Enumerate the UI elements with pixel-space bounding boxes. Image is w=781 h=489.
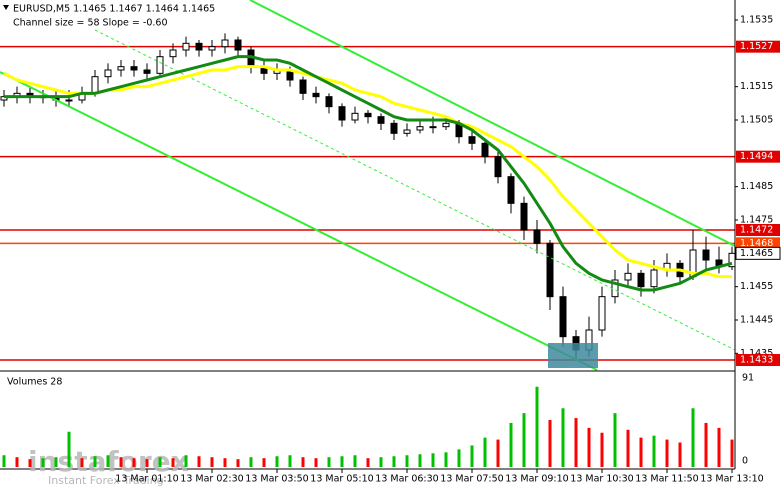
y-tick-label: 1.1535 <box>740 15 773 26</box>
candle-body <box>104 69 112 78</box>
candle-body <box>403 129 411 134</box>
channel-middle <box>94 29 736 351</box>
y-tick-label: 1.1505 <box>740 115 773 126</box>
level-label: 1.1468 <box>740 238 773 249</box>
candle-body <box>481 142 489 158</box>
candle-body <box>650 269 658 288</box>
candle-body <box>468 136 476 144</box>
y-tick-label: 0 <box>742 456 748 467</box>
candle-body <box>507 176 515 204</box>
highlight-box <box>548 343 598 368</box>
candle-body <box>351 112 359 121</box>
candle-body <box>221 39 229 48</box>
y-tick-label: 91 <box>742 372 754 383</box>
candle-body <box>416 126 424 131</box>
candle-body <box>364 112 372 118</box>
channel-lower <box>0 71 598 371</box>
level-label-bg <box>736 354 780 366</box>
candle-body <box>182 42 190 51</box>
level-label-bg <box>736 150 780 163</box>
level-label: 1.1527 <box>740 41 773 52</box>
candle-body <box>65 99 73 102</box>
candle-body <box>156 56 164 74</box>
y-tick-label: 1.1455 <box>740 281 773 292</box>
candle-body <box>624 272 632 281</box>
x-tick-label: 13 Mar 11:50 <box>635 474 698 485</box>
y-tick-label: 1.1435 <box>740 348 773 359</box>
candle-body <box>390 122 398 134</box>
x-tick-label: 13 Mar 01:10 <box>115 474 178 485</box>
level-label-bg <box>736 40 780 53</box>
candle-body <box>195 42 203 51</box>
watermark-sub: Instant Forex Trading <box>48 474 164 487</box>
x-tick-label: 13 Mar 03:50 <box>245 474 308 485</box>
x-tick-label: 13 Mar 13:10 <box>700 474 763 485</box>
candle-body <box>325 96 333 108</box>
candle-body <box>377 116 385 124</box>
candle-body <box>637 272 645 288</box>
candle-body <box>533 229 541 244</box>
candle-body <box>559 296 567 338</box>
candle-body <box>338 106 346 121</box>
x-tick-label: 13 Mar 10:30 <box>570 474 633 485</box>
level-label-bg <box>736 224 780 236</box>
last-price: 1.1465 <box>740 248 773 259</box>
level-label: 1.1472 <box>740 225 773 236</box>
level-label-bg <box>736 237 780 250</box>
moving-average <box>3 65 732 279</box>
x-tick-label: 13 Mar 05:10 <box>310 474 373 485</box>
candle-body <box>494 156 502 178</box>
x-tick-label: 13 Mar 09:10 <box>505 474 568 485</box>
level-label: 1.1494 <box>740 151 773 162</box>
candle-body <box>598 296 606 331</box>
channel-upper <box>249 0 736 247</box>
candle-body <box>429 126 437 129</box>
candle-body <box>442 122 450 128</box>
menu-arrow <box>3 5 9 10</box>
x-tick-label: 13 Mar 02:30 <box>180 474 243 485</box>
candle-body <box>312 92 320 98</box>
x-tick-label: 13 Mar 06:30 <box>375 474 438 485</box>
level-label: 1.1433 <box>740 355 773 366</box>
y-tick-label: 1.1475 <box>740 215 773 226</box>
y-tick-label: 1.1515 <box>740 81 773 92</box>
chart-subtitle: Channel size = 58 Slope = -0.60 <box>13 18 168 29</box>
y-tick-label: 1.1445 <box>740 315 773 326</box>
candle-body <box>520 202 528 231</box>
overlay <box>3 55 733 292</box>
candle-body <box>91 76 99 94</box>
volume-title: Volumes 28 <box>7 377 62 388</box>
candle-body <box>117 66 125 71</box>
chart-title: EURUSD,M5 1.1465 1.1467 1.1464 1.1465 <box>13 4 215 15</box>
moving-average <box>4 55 733 292</box>
candle-body <box>234 39 242 51</box>
candle-body <box>702 249 710 261</box>
candle-body <box>546 242 554 298</box>
x-tick-label: 13 Mar 07:50 <box>440 474 503 485</box>
candle-body <box>169 49 177 58</box>
candle-body <box>299 79 307 94</box>
last-price-bg <box>735 246 781 260</box>
candle-body <box>208 46 216 51</box>
candle-body <box>143 69 151 74</box>
y-tick-label: 1.1485 <box>740 181 773 192</box>
candle-body <box>130 66 138 71</box>
